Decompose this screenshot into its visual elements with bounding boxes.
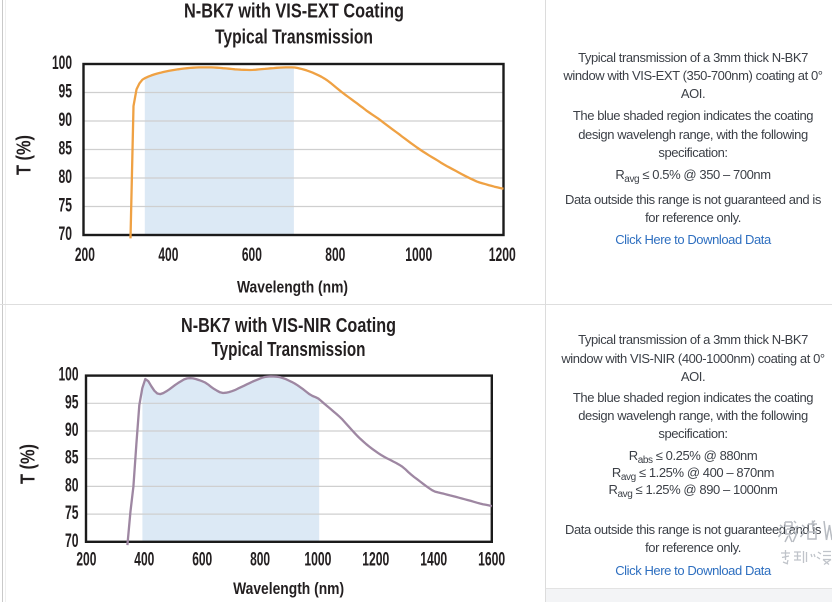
svg-text:90: 90 [65,420,79,441]
svg-text:1000: 1000 [405,245,432,266]
svg-text:Typical Transmission: Typical Transmission [212,339,366,361]
svg-text:100: 100 [59,365,79,386]
svg-text:90: 90 [59,110,73,131]
svg-text:400: 400 [158,245,178,266]
svg-text:T (%): T (%) [14,135,36,175]
svg-text:1200: 1200 [362,550,389,571]
svg-text:400: 400 [134,550,154,571]
svg-text:70: 70 [65,531,79,552]
svg-text:100: 100 [52,53,72,74]
svg-text:85: 85 [59,139,73,160]
svg-text:800: 800 [325,245,345,266]
svg-text:Wavelength (nm): Wavelength (nm) [237,278,348,297]
svg-text:95: 95 [59,82,73,103]
svg-text:1400: 1400 [420,550,447,571]
svg-text:70: 70 [59,224,73,245]
svg-text:75: 75 [65,503,79,524]
svg-text:80: 80 [65,475,79,496]
svg-text:Typical Transmission: Typical Transmission [215,26,373,48]
svg-text:95: 95 [65,392,79,413]
svg-text:N-BK7 with VIS-NIR Coating: N-BK7 with VIS-NIR Coating [181,315,396,337]
svg-text:N-BK7 with VIS-EXT Coating: N-BK7 with VIS-EXT Coating [184,1,404,23]
svg-text:85: 85 [65,448,79,469]
svg-text:80: 80 [59,167,73,188]
svg-text:1200: 1200 [489,245,516,266]
svg-text:800: 800 [250,550,270,571]
svg-text:1000: 1000 [304,550,331,571]
svg-text:1600: 1600 [478,550,505,571]
svg-text:200: 200 [76,550,96,571]
svg-text:T (%): T (%) [18,444,40,484]
svg-text:75: 75 [59,196,73,217]
svg-text:600: 600 [192,550,212,571]
svg-text:Wavelength (nm): Wavelength (nm) [233,579,344,598]
svg-text:600: 600 [242,245,262,266]
svg-text:200: 200 [75,245,95,266]
